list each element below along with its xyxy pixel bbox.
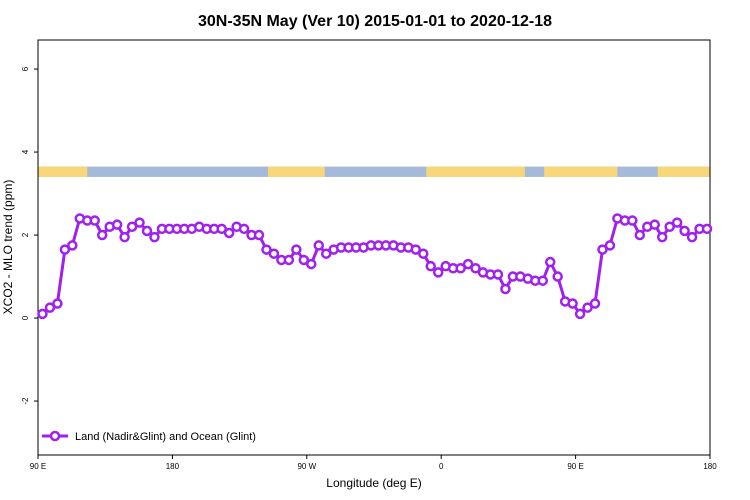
x-tick-label-1: 180 xyxy=(166,462,180,471)
data-point xyxy=(544,256,556,268)
y-tick-label-1: 0 xyxy=(21,315,30,320)
x-tick-label-5: 180 xyxy=(703,462,717,471)
data-point xyxy=(492,269,504,280)
data-point xyxy=(261,244,272,255)
data-point xyxy=(119,231,130,243)
data-point xyxy=(686,231,698,243)
land-band-segment-1 xyxy=(267,166,325,177)
data-point xyxy=(52,298,63,309)
data-point xyxy=(149,231,160,243)
data-point xyxy=(432,267,444,278)
data-point xyxy=(298,254,310,266)
data-point xyxy=(649,219,660,230)
chart-title: 30N-35N May (Ver 10) 2015-01-01 to 2020-… xyxy=(198,13,552,30)
x-tick-label-0: 90 E xyxy=(30,462,46,471)
data-point xyxy=(671,217,683,228)
data-point xyxy=(589,298,601,309)
plot-frame xyxy=(37,39,711,456)
data-point xyxy=(701,223,713,235)
data-point xyxy=(67,240,78,251)
x-axis-label: Longitude (deg E) xyxy=(326,476,421,490)
x-tick-label-2: 90 W xyxy=(297,462,316,471)
data-point xyxy=(567,298,578,309)
surface-band xyxy=(38,166,710,177)
data-point xyxy=(216,223,227,235)
data-point xyxy=(223,227,235,239)
data-point xyxy=(537,275,548,286)
data-point xyxy=(253,229,265,241)
data-point xyxy=(134,217,145,228)
data-point xyxy=(313,240,324,251)
data-point xyxy=(238,223,250,235)
data-point xyxy=(268,248,280,259)
legend-point-marker xyxy=(49,430,61,442)
data-point xyxy=(634,229,646,241)
data-point xyxy=(410,244,422,255)
x-axis: 90 E 180 90 W 0 90 E 180 xyxy=(30,455,717,471)
x-tick-label-4: 90 E xyxy=(567,462,583,471)
data-point xyxy=(574,308,586,320)
data-point xyxy=(500,283,511,295)
data-point xyxy=(664,221,675,232)
data-point xyxy=(627,215,638,226)
ocean-band xyxy=(38,166,710,177)
data-point xyxy=(111,219,123,230)
y-tick-label-3: 4 xyxy=(21,149,30,154)
y-tick-label-0: -2 xyxy=(21,397,30,405)
data-point xyxy=(552,271,563,282)
data-point xyxy=(141,225,153,237)
data-point xyxy=(604,240,616,251)
data-point xyxy=(283,254,295,266)
data-point xyxy=(656,231,668,243)
land-band-segment-3 xyxy=(544,166,618,177)
data-point xyxy=(462,258,474,270)
data-point xyxy=(306,258,317,270)
data-point xyxy=(291,244,302,255)
land-band-segment-0 xyxy=(38,166,88,177)
data-point xyxy=(59,244,71,255)
x-tick-label-3: 0 xyxy=(439,462,444,471)
legend: Land (Nadir&Glint) and Ocean (Glint) xyxy=(42,430,256,443)
data-point xyxy=(582,302,593,313)
y-axis: -2 0 2 4 6 xyxy=(21,66,38,405)
data-point xyxy=(320,248,332,259)
y-tick-label-4: 6 xyxy=(21,66,30,71)
data-point xyxy=(470,263,481,274)
data-point xyxy=(37,308,48,320)
data-point xyxy=(44,302,56,313)
series-points xyxy=(37,213,713,320)
data-point xyxy=(418,248,429,259)
data-point xyxy=(89,215,100,226)
y-axis-label: XCO2 - MLO trend (ppm) xyxy=(1,180,15,315)
data-point xyxy=(679,225,690,237)
legend-label: Land (Nadir&Glint) and Ocean (Glint) xyxy=(75,431,256,443)
y-tick-label-2: 2 xyxy=(21,232,30,237)
data-point xyxy=(126,221,138,232)
data-point xyxy=(425,260,436,272)
data-point xyxy=(96,229,108,241)
land-band-segment-4 xyxy=(657,166,710,177)
land-band-segment-2 xyxy=(426,166,525,177)
data-point xyxy=(597,244,608,255)
data-point xyxy=(455,263,466,274)
